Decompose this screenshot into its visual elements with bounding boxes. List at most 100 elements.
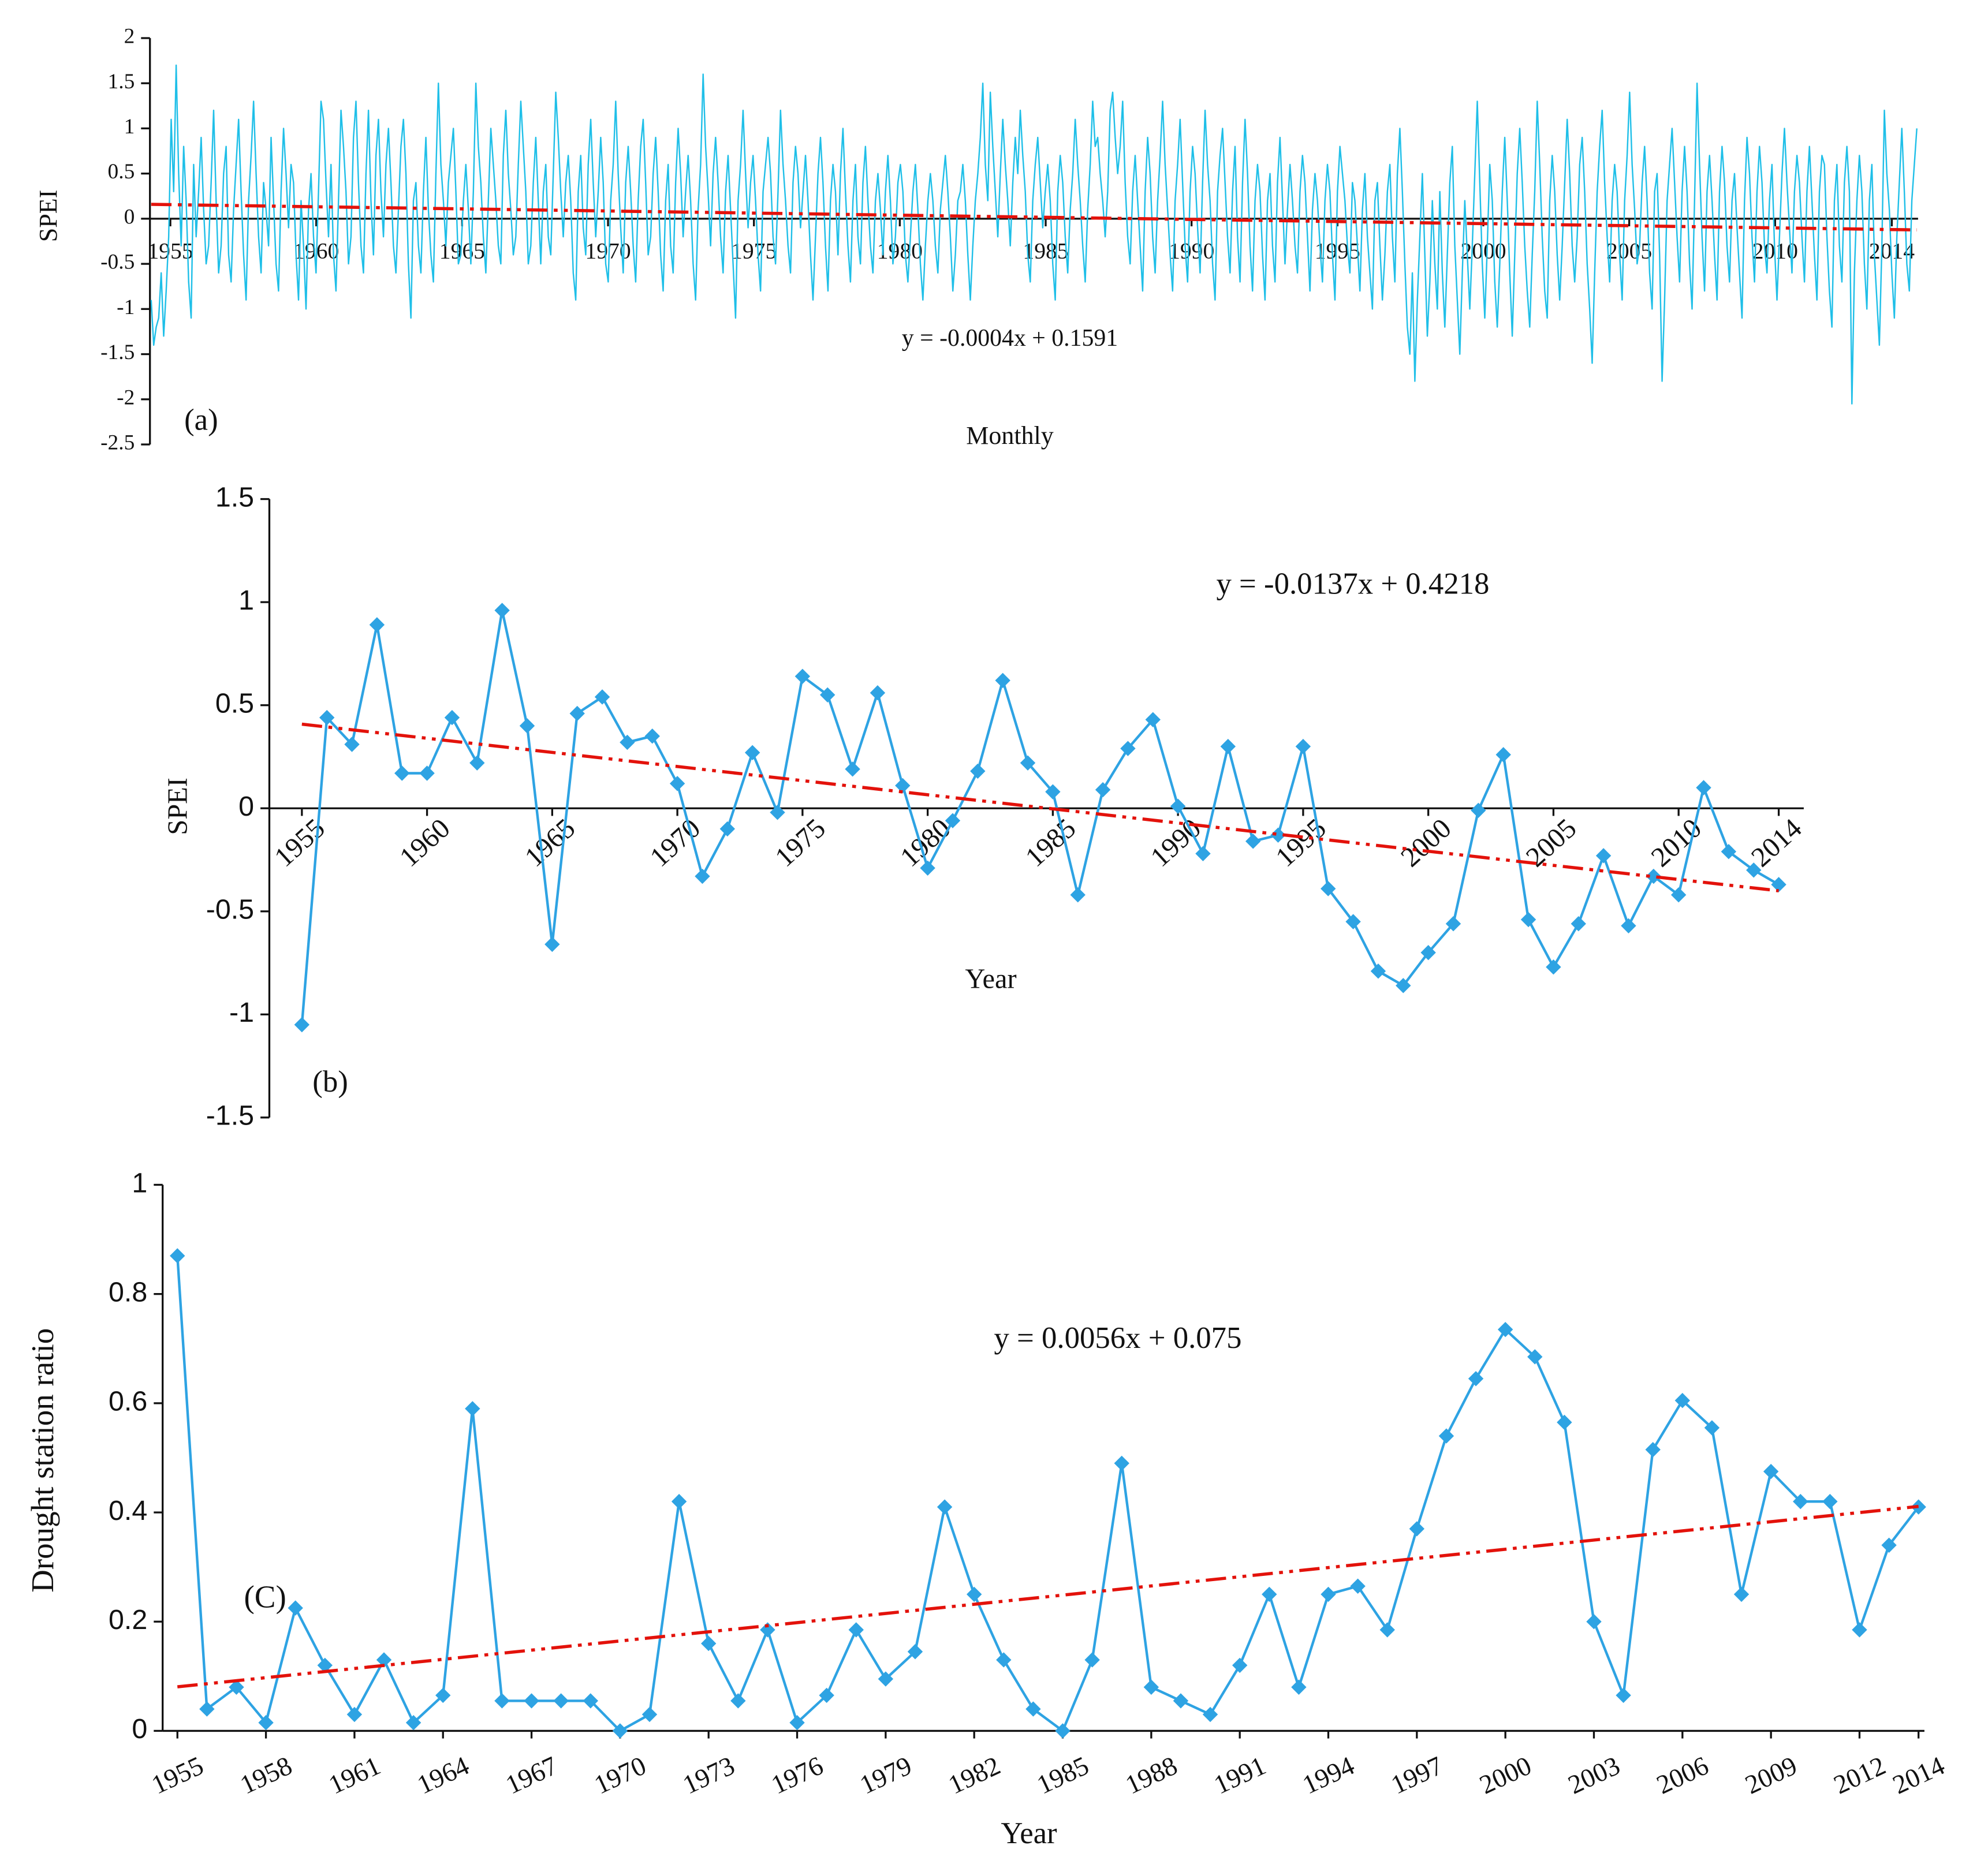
marker: [1070, 887, 1086, 903]
y-tick-label: 0.4: [109, 1495, 147, 1526]
trend-line: [177, 1504, 1919, 1688]
marker: [966, 1586, 982, 1602]
x-tick-label: 1975: [731, 238, 777, 263]
marker: [469, 755, 485, 771]
marker: [1822, 1493, 1838, 1510]
marker: [1379, 1622, 1395, 1638]
y-tick-label: -0.5: [100, 251, 135, 274]
marker: [995, 673, 1010, 689]
marker: [1420, 944, 1436, 961]
y-tick-label: -1.5: [206, 1100, 254, 1131]
marker: [907, 1644, 923, 1660]
x-tick-label: 1960: [394, 813, 456, 873]
marker: [719, 821, 736, 837]
marker: [519, 718, 535, 734]
panel-label: (b): [312, 1065, 348, 1099]
x-tick-label: 2010: [1646, 813, 1707, 873]
marker: [346, 1706, 363, 1723]
y-tick-label: 1.5: [215, 481, 254, 513]
x-axis-label: Year: [965, 964, 1016, 995]
marker: [170, 1248, 185, 1264]
marker: [1220, 738, 1236, 754]
trend-equation: y = -0.0137x + 0.4218: [1216, 567, 1489, 600]
marker: [1793, 1493, 1808, 1510]
marker: [795, 668, 811, 684]
marker: [1120, 741, 1136, 756]
marker: [1202, 1706, 1218, 1723]
y-tick-label: 2: [124, 25, 135, 48]
x-tick-label: 1991: [1210, 1750, 1270, 1799]
marker: [369, 617, 385, 633]
marker: [1595, 848, 1612, 864]
x-tick-label: 1979: [855, 1750, 916, 1799]
marker: [1763, 1463, 1779, 1480]
marker: [1616, 1687, 1631, 1703]
marker: [494, 1693, 510, 1709]
marker: [1345, 914, 1361, 929]
marker: [1471, 802, 1486, 818]
marker: [344, 737, 360, 752]
y-tick-label: 1: [132, 1167, 147, 1198]
x-tick-label: 1985: [1020, 813, 1081, 873]
x-axis-label: Monthly: [966, 421, 1054, 450]
marker: [199, 1701, 215, 1717]
series-line: [300, 609, 1780, 1025]
x-tick-label: 1976: [767, 1750, 827, 1799]
marker: [444, 709, 460, 726]
marker: [1409, 1521, 1425, 1537]
marker: [920, 860, 935, 876]
marker: [1025, 1701, 1041, 1717]
marker: [317, 1657, 333, 1673]
y-tick-label: 1: [124, 115, 135, 139]
x-tick-label: 2006: [1652, 1750, 1713, 1799]
marker: [1520, 911, 1536, 928]
marker: [1733, 1586, 1750, 1602]
x-tick-label: 2005: [1606, 238, 1652, 263]
marker: [760, 1622, 775, 1638]
marker: [848, 1622, 864, 1638]
marker: [288, 1600, 303, 1616]
marker: [1571, 916, 1586, 932]
x-tick-label: 2000: [1475, 1750, 1536, 1799]
marker: [1370, 963, 1386, 979]
marker: [945, 813, 961, 828]
marker: [1721, 844, 1737, 860]
x-tick-label: 1980: [877, 238, 923, 263]
marker: [770, 805, 785, 820]
x-tick-label: 1970: [590, 1750, 650, 1799]
trend-line: [301, 722, 1779, 892]
marker: [1696, 780, 1711, 795]
panel-label: (C): [244, 1579, 286, 1614]
x-tick-label: 1994: [1298, 1750, 1359, 1799]
marker: [695, 868, 710, 884]
marker: [405, 1715, 422, 1731]
marker: [1495, 747, 1511, 763]
marker: [1114, 1455, 1129, 1471]
marker: [553, 1693, 569, 1709]
marker: [494, 603, 510, 618]
marker: [1704, 1420, 1720, 1436]
y-axis-label: Drought station ratio: [25, 1328, 60, 1593]
x-tick-label: 1973: [678, 1750, 739, 1799]
x-tick-label: 1995: [1315, 238, 1360, 263]
marker: [524, 1693, 539, 1709]
y-tick-label: 0.8: [109, 1276, 147, 1307]
marker: [996, 1652, 1012, 1668]
marker: [820, 687, 836, 703]
y-tick-label: 1: [238, 585, 254, 616]
x-tick-label: 2012: [1829, 1750, 1890, 1799]
marker: [1438, 1428, 1454, 1444]
x-tick-label: 1990: [1169, 238, 1214, 263]
marker: [1295, 738, 1311, 754]
x-tick-label: 1985: [1023, 238, 1068, 263]
marker: [1095, 782, 1111, 798]
y-tick-label: -0.5: [206, 894, 254, 925]
x-tick-label: 1958: [236, 1750, 296, 1799]
y-tick-label: 0: [132, 1713, 147, 1744]
x-tick-label: 1970: [644, 813, 706, 873]
marker: [1143, 1679, 1159, 1695]
x-tick-label: 1988: [1121, 1750, 1181, 1799]
marker: [1670, 887, 1687, 903]
